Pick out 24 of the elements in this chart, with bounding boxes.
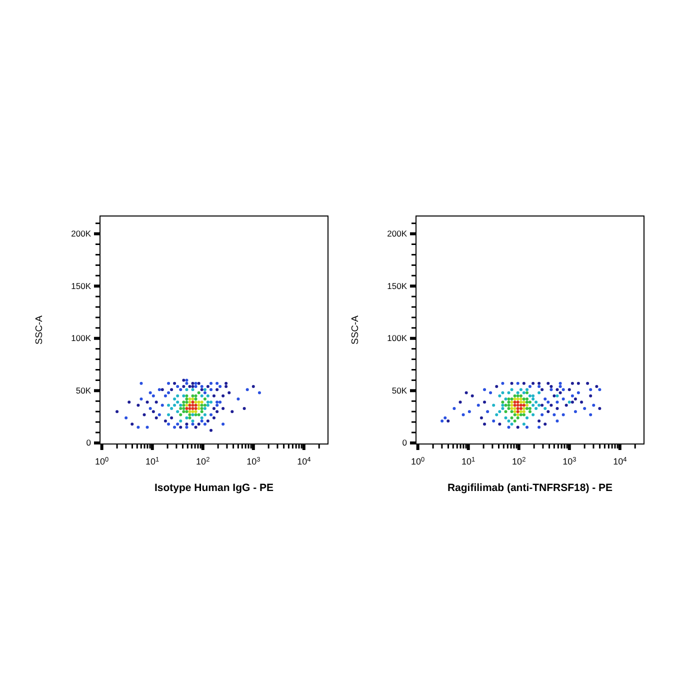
x-tick-label: 10$^{3}$ (562, 456, 577, 466)
y-tick-label: 150K (71, 280, 92, 291)
y-tick-label: 200K (71, 228, 92, 238)
y-axis-title: SSC-A (34, 314, 45, 345)
x-tick-label: 10$^{2}$ (196, 456, 210, 466)
x-tick-label: 10$^{1}$ (462, 456, 476, 466)
x-tick-label: 10$^{0}$ (95, 456, 110, 466)
x-tick-label: 10$^{4}$ (613, 456, 628, 466)
y-tick-label: 50K (76, 385, 92, 396)
x-tick-label: 10$^{4}$ (297, 456, 312, 466)
y-tick-label: 50K (392, 385, 408, 396)
y-axis-title: SSC-A (350, 314, 361, 345)
x-axis-title: Isotype Human IgG - PE (154, 482, 274, 494)
x-tick-label: 10$^{1}$ (146, 456, 160, 466)
y-tick-label: 150K (387, 280, 408, 291)
y-tick-label: 200K (387, 228, 408, 238)
y-tick-label: 100K (71, 333, 92, 344)
x-tick-label: 10$^{2}$ (512, 456, 526, 466)
x-axis-title: Ragifilimab (anti-TNFRSF18) - PE (447, 482, 613, 494)
y-tick-label: 100K (387, 333, 408, 344)
x-tick-label: 10$^{0}$ (411, 456, 426, 466)
y-tick-label: 0 (402, 438, 408, 448)
y-tick-label: 0 (86, 438, 92, 448)
x-tick-label: 10$^{3}$ (246, 456, 261, 466)
